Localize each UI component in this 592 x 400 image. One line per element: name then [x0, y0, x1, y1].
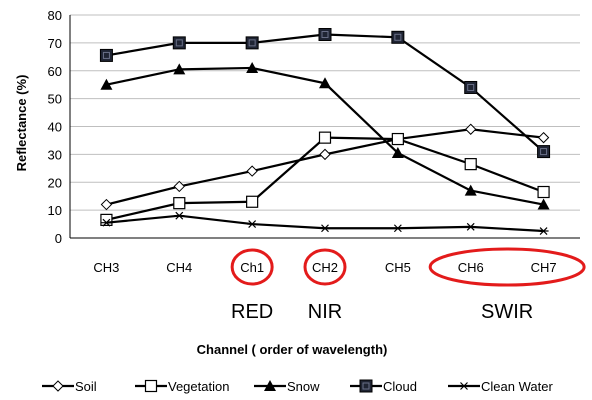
data-point-cloud: [172, 36, 186, 50]
y-tick-label: 30: [48, 147, 62, 162]
x-tick-label: CH6: [458, 260, 484, 275]
legend-item-snow: Snow: [254, 379, 320, 394]
data-point-cloud-inner: [175, 39, 183, 47]
series-snow: [100, 61, 550, 210]
data-point-snow: [246, 61, 259, 73]
band-annotation: RED: [231, 301, 273, 323]
data-point-cloud: [464, 80, 478, 94]
data-point-vegetation: [537, 185, 550, 199]
data-point-snow: [264, 380, 276, 391]
y-axis-label: Reflectance (%): [14, 75, 29, 172]
data-point-cloud-inner: [321, 31, 329, 39]
tick-layer: 0 10 20 30 40 50 60 70 80 CH3 CH4 Ch1 CH2 CH5 CH6 CH7: [48, 8, 557, 275]
legend-label: Vegetation: [168, 379, 229, 394]
data-point-clean-water: [465, 222, 476, 231]
data-point-snow: [100, 78, 113, 90]
data-point-clean-water: [174, 211, 185, 220]
data-point-clean-water: [538, 227, 549, 235]
y-tick-label: 50: [48, 92, 62, 107]
data-point-cloud: [537, 145, 551, 159]
y-tick-label: 40: [48, 120, 62, 135]
data-point-cloud-inner: [467, 83, 475, 91]
data-point-clean-water: [320, 224, 330, 233]
data-point-snow: [537, 198, 550, 210]
nir-band-highlight-circle: [303, 248, 347, 286]
data-point-clean-water: [459, 382, 469, 390]
data-point-vegetation: [144, 379, 158, 393]
data-point-cloud-inner: [362, 382, 370, 390]
legend-item-soil: Soil: [42, 379, 97, 394]
y-tick-label: 70: [48, 36, 62, 51]
data-point-vegetation: [464, 158, 477, 171]
data-point-clean-water: [247, 220, 258, 228]
y-tick-label: 20: [48, 175, 62, 190]
x-tick-label: CH5: [385, 260, 411, 275]
data-point-soil: [246, 165, 258, 177]
data-point-soil: [537, 131, 550, 144]
data-point-clean-water: [101, 218, 112, 227]
legend: Soil Vegetation Snow Cloud Clean Water: [42, 379, 553, 394]
series-clean-water: [101, 211, 549, 235]
data-point-soil: [465, 123, 477, 135]
data-point-snow: [464, 184, 477, 196]
grid-layer: [69, 14, 580, 239]
data-point-cloud: [391, 30, 405, 44]
data-point-vegetation: [100, 213, 113, 226]
data-point-vegetation: [246, 195, 259, 208]
data-point-vegetation: [318, 131, 332, 144]
data-point-cloud-inner: [248, 39, 256, 47]
legend-item-cloud: Cloud: [350, 379, 417, 394]
data-point-soil: [52, 380, 64, 392]
band-annotation: NIR: [308, 301, 342, 323]
swir-band-highlight-ellipse: [428, 247, 586, 287]
x-tick-label: Ch1: [240, 260, 264, 275]
series-vegetation: [100, 131, 550, 226]
data-point-clean-water: [392, 224, 403, 233]
y-tick-label: 0: [55, 231, 62, 246]
y-tick-label: 10: [48, 203, 62, 218]
y-tick-label: 80: [48, 8, 62, 23]
band-annotation: SWIR: [481, 301, 533, 323]
legend-item-vegetation: Vegetation: [135, 379, 229, 394]
data-point-cloud: [359, 379, 373, 393]
data-point-cloud-inner: [540, 148, 548, 156]
data-point-soil: [173, 180, 185, 193]
x-tick-label: CH4: [166, 260, 192, 275]
highlight-layer: [230, 247, 586, 287]
legend-label: Snow: [287, 379, 320, 394]
data-point-soil: [319, 148, 331, 161]
data-point-cloud-inner: [102, 51, 110, 59]
legend-label: Cloud: [383, 379, 417, 394]
legend-item-clean-water: Clean Water: [448, 379, 553, 394]
data-point-snow: [319, 77, 331, 89]
y-tick-label: 60: [48, 64, 62, 79]
red-band-highlight-circle: [230, 248, 274, 286]
data-point-snow: [391, 146, 404, 158]
data-point-cloud: [99, 48, 113, 62]
series-cloud: [99, 28, 551, 159]
data-point-vegetation: [173, 197, 186, 210]
legend-label: Soil: [75, 379, 97, 394]
x-tick-label: CH7: [531, 260, 557, 275]
annotation-layer: RED NIR SWIR: [231, 301, 533, 323]
data-point-snow: [173, 63, 186, 75]
data-point-cloud: [318, 28, 332, 42]
x-tick-label: CH3: [93, 260, 119, 275]
x-axis-label: Channel ( order of wavelength): [197, 342, 388, 357]
series-layer: [99, 28, 551, 235]
data-point-cloud-inner: [394, 33, 402, 41]
data-point-cloud: [245, 36, 259, 50]
x-tick-label: CH2: [312, 260, 338, 275]
data-point-vegetation: [391, 132, 404, 146]
legend-label: Clean Water: [481, 379, 553, 394]
data-point-soil: [100, 198, 113, 211]
